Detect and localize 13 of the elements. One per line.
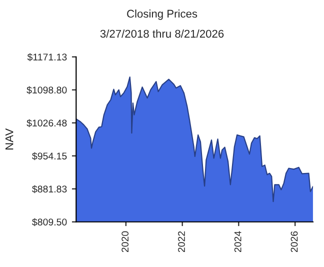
x-tick-label: 2024 bbox=[234, 231, 242, 252]
y-tick-label: $1026.48 bbox=[26, 119, 67, 128]
y-tick-label: $1171.13 bbox=[27, 53, 67, 62]
chart-title: Closing Prices bbox=[127, 10, 198, 20]
x-tick-label: 2020 bbox=[122, 231, 129, 252]
y-tick-label: $1098.80 bbox=[26, 86, 67, 94]
y-tick-label: $954.15 bbox=[32, 152, 67, 160]
y-axis-title: NAV bbox=[6, 128, 14, 150]
chart-subtitle: 3/27/2018 thru 8/21/2026 bbox=[100, 30, 224, 38]
x-tick-label: 2022 bbox=[178, 231, 185, 252]
x-tick-label: 2026 bbox=[290, 231, 298, 252]
y-tick-label: $809.50 bbox=[32, 218, 67, 226]
y-tick-label: $881.83 bbox=[32, 185, 67, 194]
